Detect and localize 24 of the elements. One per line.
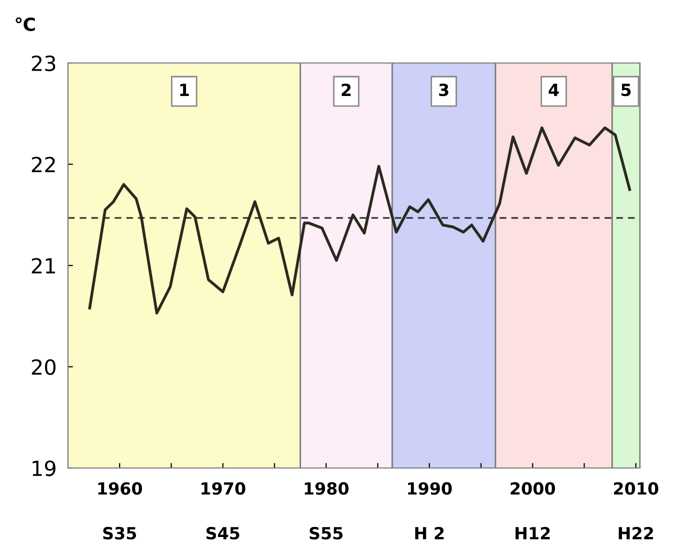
x-tick-label: 2010	[614, 482, 658, 495]
band-label: 5	[622, 84, 631, 96]
text: S55	[310, 526, 343, 540]
y-tick-label: 23	[32, 55, 56, 72]
y-tick-label: 21	[32, 258, 55, 274]
x-tick-label: 1960	[98, 482, 142, 495]
x-tick-label: 1980	[304, 482, 349, 495]
text: S45	[206, 526, 240, 540]
line-series	[88, 126, 632, 314]
x-tick-label: 1990	[408, 482, 452, 495]
x-tick-label: 1970	[202, 482, 246, 495]
text: S35	[103, 526, 136, 540]
y-axis-title: ℃	[16, 17, 35, 32]
band-label: 4	[548, 84, 559, 96]
text: H22	[618, 526, 653, 540]
y-tick-label: 20	[32, 359, 56, 375]
x-tick-label: 2000	[510, 482, 556, 495]
y-tick-label: 19	[32, 460, 56, 476]
y-tick-label: 22	[32, 156, 55, 172]
band-label: 2	[342, 84, 351, 96]
band-label: 1	[180, 84, 189, 96]
band-label: 3	[439, 84, 448, 96]
text: H 2	[415, 526, 444, 540]
text: H12	[516, 526, 550, 540]
